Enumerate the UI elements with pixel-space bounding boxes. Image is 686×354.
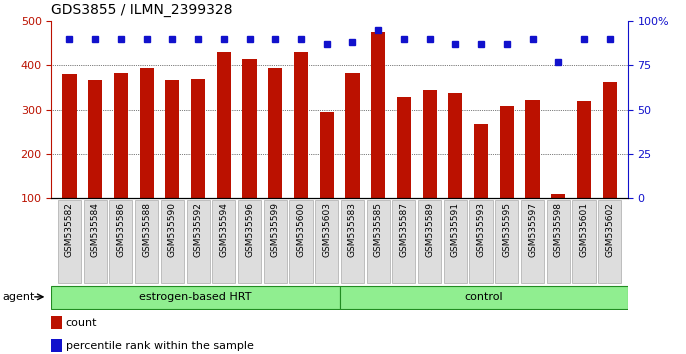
Bar bbox=[525, 99, 540, 198]
Bar bbox=[602, 82, 617, 198]
Text: GSM535583: GSM535583 bbox=[348, 202, 357, 257]
Bar bbox=[84, 200, 107, 283]
Text: GDS3855 / ILMN_2399328: GDS3855 / ILMN_2399328 bbox=[51, 4, 233, 17]
Text: GSM535589: GSM535589 bbox=[425, 202, 434, 257]
Bar bbox=[521, 200, 544, 283]
Bar bbox=[114, 73, 128, 198]
Bar bbox=[366, 200, 390, 283]
Text: GSM535598: GSM535598 bbox=[554, 202, 563, 257]
Text: GSM535584: GSM535584 bbox=[91, 202, 99, 257]
Bar bbox=[165, 80, 180, 198]
Text: GSM535588: GSM535588 bbox=[142, 202, 151, 257]
Bar bbox=[109, 200, 132, 283]
Text: GSM535591: GSM535591 bbox=[451, 202, 460, 257]
Bar bbox=[88, 80, 102, 198]
Text: percentile rank within the sample: percentile rank within the sample bbox=[66, 341, 254, 351]
Bar bbox=[139, 68, 154, 198]
Text: GSM535601: GSM535601 bbox=[580, 202, 589, 257]
Text: GSM535592: GSM535592 bbox=[193, 202, 202, 257]
Bar bbox=[392, 200, 416, 283]
Text: GSM535599: GSM535599 bbox=[271, 202, 280, 257]
Text: GSM535585: GSM535585 bbox=[374, 202, 383, 257]
Bar bbox=[397, 97, 411, 198]
Bar bbox=[161, 200, 184, 283]
Text: GSM535597: GSM535597 bbox=[528, 202, 537, 257]
Bar bbox=[474, 124, 488, 198]
Bar bbox=[294, 52, 308, 198]
Bar bbox=[263, 200, 287, 283]
Bar bbox=[58, 200, 81, 283]
Bar bbox=[62, 74, 77, 198]
Bar bbox=[423, 90, 437, 198]
Bar bbox=[341, 200, 364, 283]
Bar bbox=[345, 73, 359, 198]
Bar bbox=[577, 101, 591, 198]
Bar bbox=[418, 200, 441, 283]
Bar bbox=[320, 112, 334, 198]
Bar bbox=[51, 286, 340, 308]
Text: count: count bbox=[66, 318, 97, 328]
Text: GSM535587: GSM535587 bbox=[399, 202, 408, 257]
Text: GSM535590: GSM535590 bbox=[168, 202, 177, 257]
Text: GSM535594: GSM535594 bbox=[220, 202, 228, 257]
Bar bbox=[598, 200, 622, 283]
Bar bbox=[572, 200, 595, 283]
Bar bbox=[135, 200, 158, 283]
Bar bbox=[212, 200, 235, 283]
Text: GSM535595: GSM535595 bbox=[502, 202, 511, 257]
Bar bbox=[51, 339, 62, 352]
Bar bbox=[444, 200, 467, 283]
Bar bbox=[551, 194, 565, 198]
Text: GSM535593: GSM535593 bbox=[477, 202, 486, 257]
Bar bbox=[448, 93, 462, 198]
Bar bbox=[547, 200, 570, 283]
Text: agent: agent bbox=[3, 292, 35, 302]
Bar bbox=[268, 68, 283, 198]
Bar bbox=[469, 200, 493, 283]
Text: GSM535586: GSM535586 bbox=[117, 202, 126, 257]
Bar bbox=[187, 200, 210, 283]
Bar bbox=[51, 316, 62, 329]
Bar bbox=[217, 52, 231, 198]
Text: estrogen-based HRT: estrogen-based HRT bbox=[139, 292, 252, 302]
Text: GSM535596: GSM535596 bbox=[245, 202, 254, 257]
Text: GSM535603: GSM535603 bbox=[322, 202, 331, 257]
Bar bbox=[499, 106, 514, 198]
Bar bbox=[191, 79, 205, 198]
Bar bbox=[289, 200, 313, 283]
Text: control: control bbox=[464, 292, 503, 302]
Text: GSM535602: GSM535602 bbox=[605, 202, 614, 257]
Bar bbox=[315, 200, 338, 283]
Text: GSM535600: GSM535600 bbox=[296, 202, 305, 257]
Text: GSM535582: GSM535582 bbox=[65, 202, 74, 257]
Bar bbox=[371, 32, 386, 198]
Bar bbox=[495, 200, 519, 283]
Bar bbox=[242, 59, 257, 198]
Bar bbox=[238, 200, 261, 283]
Bar bbox=[340, 286, 628, 308]
